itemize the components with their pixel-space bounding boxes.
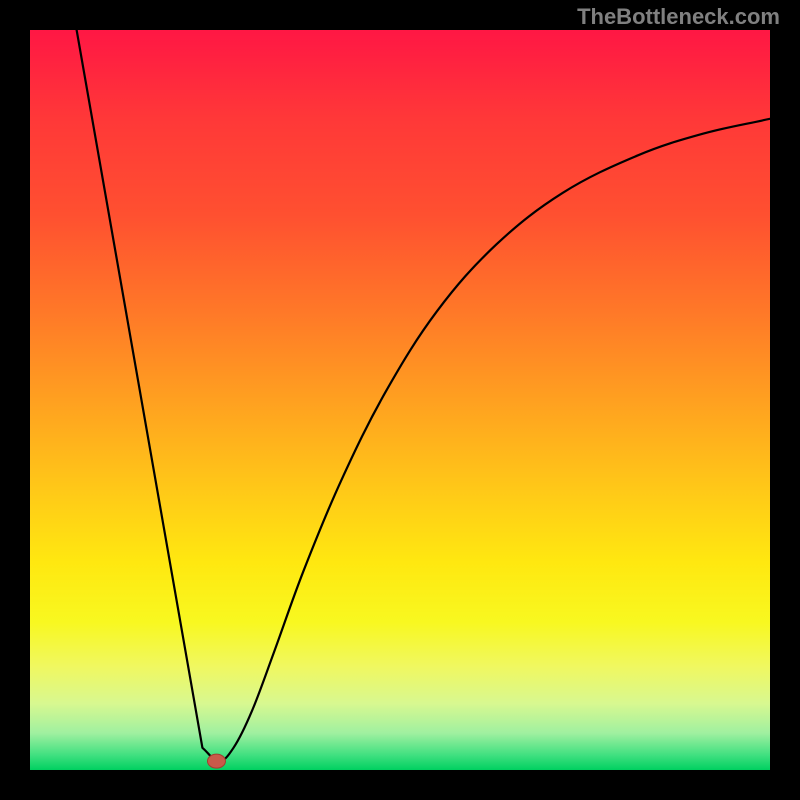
chart-container: TheBottleneck.com bbox=[0, 0, 800, 800]
plot-area bbox=[30, 30, 770, 770]
watermark-text: TheBottleneck.com bbox=[577, 4, 780, 30]
chart-svg bbox=[30, 30, 770, 770]
optimal-marker bbox=[207, 754, 225, 768]
